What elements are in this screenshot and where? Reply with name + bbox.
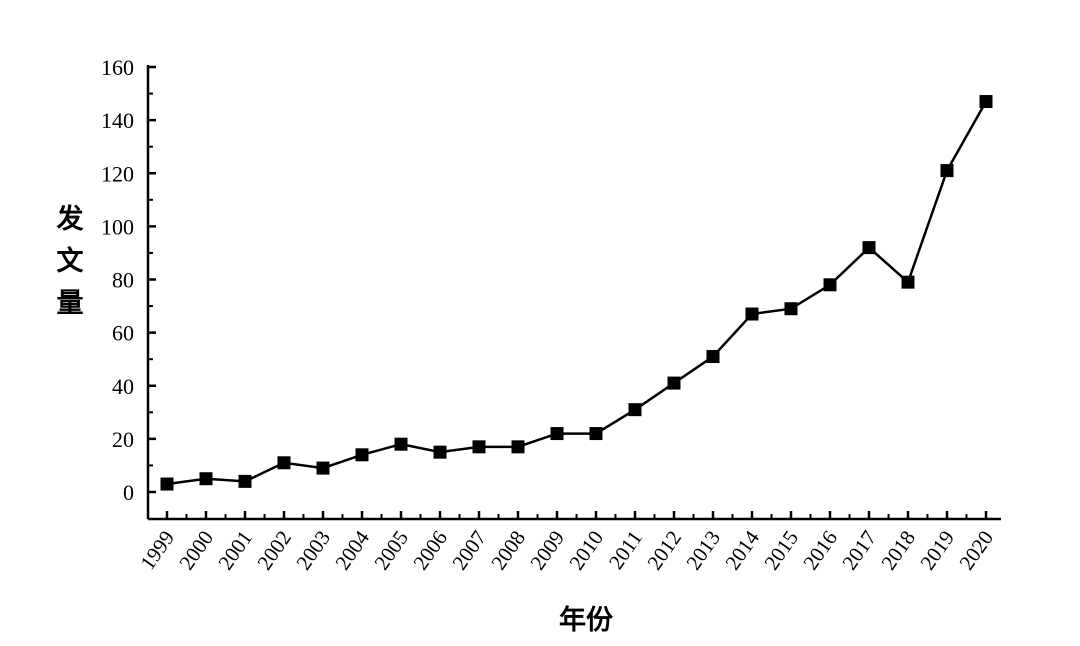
- data-point: [394, 437, 408, 451]
- data-point: [706, 350, 720, 364]
- x-axis-title: 年份: [559, 604, 613, 636]
- series-line: [166, 100, 988, 486]
- y-tick-label: 100: [101, 214, 134, 239]
- x-tick-label: 2008: [486, 526, 530, 574]
- y-tick-label: 140: [101, 108, 134, 133]
- data-point: [901, 275, 915, 289]
- y-axis-title-char: 量: [57, 288, 84, 319]
- x-tick-label: 2014: [720, 526, 764, 575]
- data-point: [238, 474, 252, 488]
- x-tick-label: 2004: [330, 526, 374, 575]
- data-point: [277, 456, 291, 470]
- x-tick-label: 2015: [759, 526, 803, 574]
- y-tick-label: 40: [112, 374, 134, 399]
- x-tick-label: 2011: [604, 526, 647, 574]
- data-point: [550, 427, 564, 441]
- x-tick-label: 2013: [681, 526, 725, 574]
- axes: 0204060801001201401601999200020012002200…: [101, 55, 1001, 574]
- x-tick-label: 2020: [954, 526, 998, 574]
- x-tick-label: 2012: [642, 526, 686, 574]
- y-axis-title-char: 文: [57, 245, 85, 277]
- series-markers: [160, 95, 993, 491]
- data-point: [823, 278, 837, 292]
- y-tick-label: 20: [112, 427, 134, 452]
- data-point: [511, 440, 525, 454]
- x-tick-label: 2017: [837, 526, 881, 574]
- x-tick-label: 2007: [447, 526, 491, 574]
- y-axis-title-char: 发: [56, 203, 84, 235]
- data-point: [160, 477, 174, 491]
- y-tick-label: 120: [101, 161, 134, 186]
- series-line-group: [166, 100, 988, 486]
- y-tick-label: 60: [112, 321, 134, 346]
- data-point: [979, 95, 993, 109]
- data-point: [433, 445, 447, 459]
- y-tick-label: 0: [123, 480, 134, 505]
- data-point: [784, 302, 798, 316]
- x-tick-label: 2003: [291, 526, 335, 574]
- x-tick-label: 2000: [174, 526, 218, 574]
- data-point: [589, 427, 603, 441]
- x-tick-label: 1999: [135, 526, 179, 574]
- x-tick-label: 2002: [252, 526, 296, 574]
- data-point: [862, 241, 876, 255]
- x-tick-label: 2001: [213, 526, 257, 574]
- data-point: [940, 164, 954, 178]
- x-tick-label: 2010: [564, 526, 608, 574]
- data-point: [628, 403, 642, 417]
- data-point: [745, 307, 759, 321]
- data-point: [316, 461, 330, 475]
- x-tick-label: 2005: [369, 526, 413, 574]
- y-tick-label: 160: [101, 55, 134, 80]
- data-point: [355, 448, 369, 462]
- x-tick-label: 2006: [408, 526, 452, 574]
- x-tick-label: 2018: [876, 526, 920, 574]
- data-point: [199, 472, 213, 486]
- y-tick-label: 80: [112, 268, 134, 293]
- x-tick-label: 2016: [798, 526, 842, 574]
- y-axis-title: 发文量: [56, 203, 85, 319]
- data-point: [472, 440, 486, 454]
- data-point: [667, 376, 681, 390]
- x-tick-label: 2009: [525, 526, 569, 574]
- x-tick-label: 2019: [915, 526, 959, 574]
